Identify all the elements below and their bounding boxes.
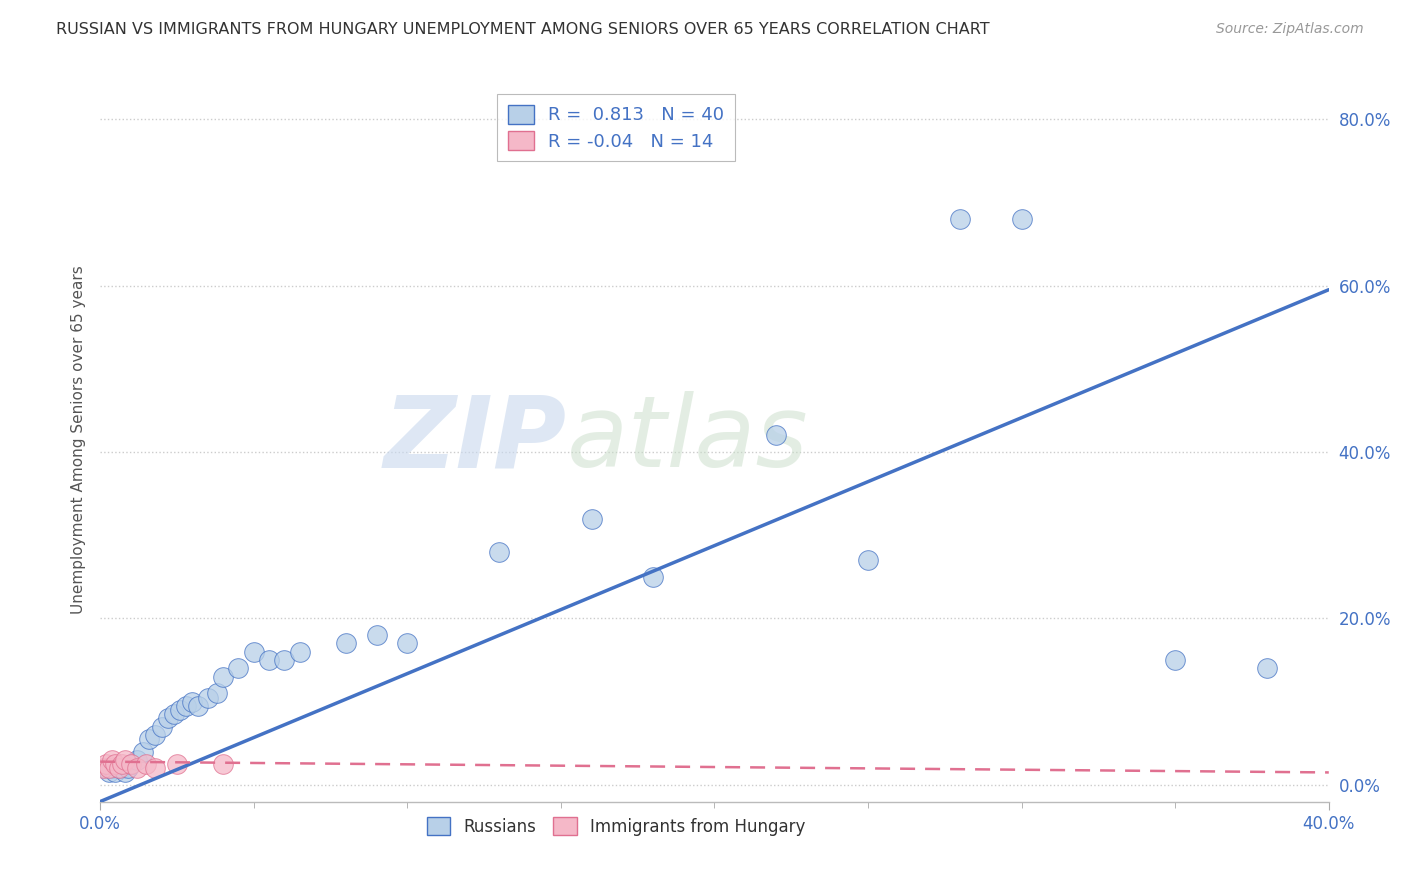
Point bbox=[288, 645, 311, 659]
Point bbox=[98, 765, 121, 780]
Point bbox=[1011, 211, 1033, 226]
Point bbox=[174, 698, 197, 713]
Point bbox=[257, 653, 280, 667]
Text: atlas: atlas bbox=[567, 391, 808, 488]
Point bbox=[150, 720, 173, 734]
Point bbox=[138, 732, 160, 747]
Text: Source: ZipAtlas.com: Source: ZipAtlas.com bbox=[1216, 22, 1364, 37]
Point bbox=[117, 761, 139, 775]
Point bbox=[145, 761, 167, 775]
Point bbox=[125, 753, 148, 767]
Point bbox=[242, 645, 264, 659]
Point bbox=[181, 695, 204, 709]
Point bbox=[104, 765, 127, 780]
Point bbox=[273, 653, 295, 667]
Point bbox=[166, 757, 188, 772]
Y-axis label: Unemployment Among Seniors over 65 years: Unemployment Among Seniors over 65 years bbox=[72, 265, 86, 614]
Point bbox=[949, 211, 972, 226]
Point bbox=[396, 636, 419, 650]
Point bbox=[91, 761, 114, 775]
Point bbox=[114, 765, 136, 780]
Point bbox=[156, 711, 179, 725]
Point bbox=[765, 428, 787, 442]
Point bbox=[107, 761, 129, 775]
Point bbox=[856, 553, 879, 567]
Point bbox=[120, 757, 142, 772]
Legend: Russians, Immigrants from Hungary: Russians, Immigrants from Hungary bbox=[419, 808, 814, 844]
Point bbox=[96, 761, 118, 775]
Point bbox=[205, 686, 228, 700]
Point bbox=[101, 761, 124, 775]
Point bbox=[163, 707, 186, 722]
Point bbox=[145, 728, 167, 742]
Point bbox=[111, 757, 134, 772]
Point bbox=[101, 753, 124, 767]
Point bbox=[641, 570, 664, 584]
Point bbox=[212, 670, 235, 684]
Point bbox=[104, 757, 127, 772]
Point bbox=[125, 761, 148, 775]
Text: RUSSIAN VS IMMIGRANTS FROM HUNGARY UNEMPLOYMENT AMONG SENIORS OVER 65 YEARS CORR: RUSSIAN VS IMMIGRANTS FROM HUNGARY UNEMP… bbox=[56, 22, 990, 37]
Point bbox=[111, 761, 134, 775]
Point bbox=[107, 761, 129, 775]
Point bbox=[120, 757, 142, 772]
Point bbox=[335, 636, 357, 650]
Point bbox=[366, 628, 388, 642]
Point bbox=[114, 753, 136, 767]
Point bbox=[96, 757, 118, 772]
Point bbox=[1164, 653, 1187, 667]
Point bbox=[197, 690, 219, 705]
Text: ZIP: ZIP bbox=[384, 391, 567, 488]
Point bbox=[132, 745, 155, 759]
Point bbox=[187, 698, 209, 713]
Point bbox=[212, 757, 235, 772]
Point bbox=[169, 703, 191, 717]
Point bbox=[581, 511, 603, 525]
Point bbox=[135, 757, 157, 772]
Point bbox=[488, 545, 510, 559]
Point bbox=[98, 761, 121, 775]
Point bbox=[228, 661, 250, 675]
Point bbox=[1256, 661, 1278, 675]
